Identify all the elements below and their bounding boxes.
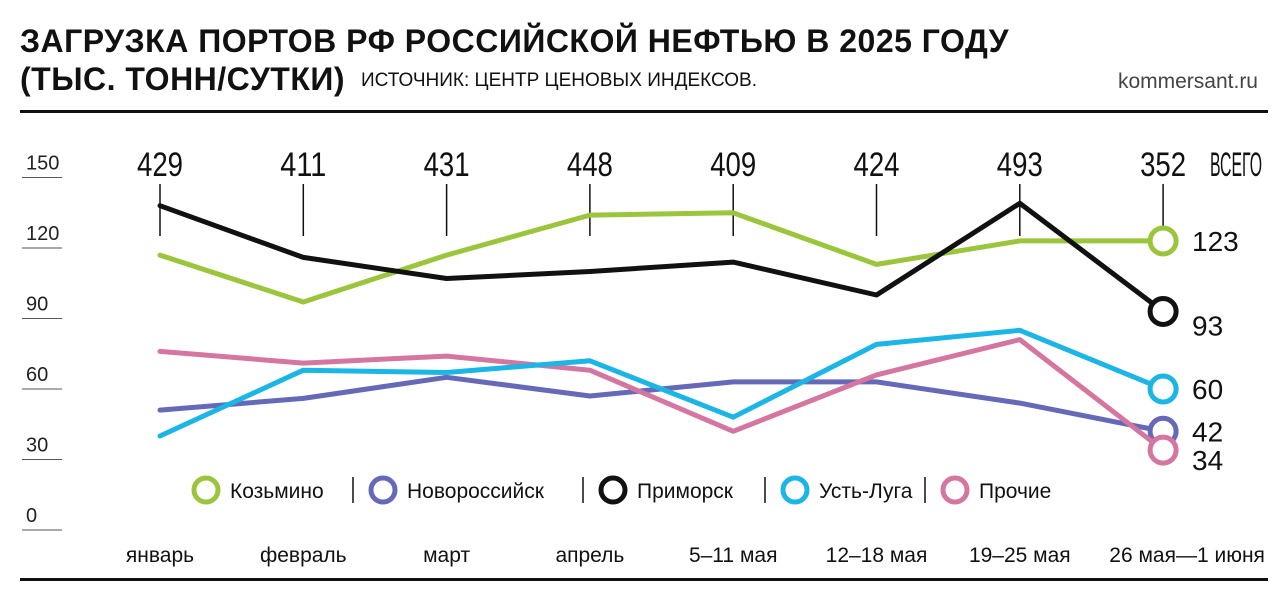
title-units: (ТЫС. ТОНН/СУТКИ) xyxy=(20,61,345,97)
total-value: 411 xyxy=(280,146,326,184)
totals-row: 429 411 431 448 409 424 493 352 ВСЕГО xyxy=(137,146,1262,236)
legend-label: Прочие xyxy=(979,480,1051,503)
total-value: 352 xyxy=(1140,146,1186,184)
series-line-3 xyxy=(157,327,1166,439)
total-value: 409 xyxy=(710,146,756,184)
title-line-2: (ТЫС. ТОНН/СУТКИ) ИСТОЧНИК: ЦЕНТР ЦЕНОВЫХ… xyxy=(20,60,1009,104)
brand-link[interactable]: kommersant.ru xyxy=(1117,70,1258,93)
y-tick-label: 150 xyxy=(26,153,59,175)
x-tick-label: 19–25 мая xyxy=(969,544,1071,567)
series-end-label: 123 xyxy=(1192,226,1239,257)
series-lines xyxy=(157,200,1179,466)
y-tick-label: 0 xyxy=(26,505,37,527)
total-value: 431 xyxy=(424,146,470,184)
x-tick-label: апрель xyxy=(555,544,624,567)
total-value: 424 xyxy=(854,146,900,184)
title-line-1: ЗАГРУЗКА ПОРТОВ РФ РОССИЙСКОЙ НЕФТЬЮ В 2… xyxy=(20,23,1010,59)
legend: Козьмино Новороссийск Приморск Усть-Луга Про… xyxy=(191,475,1051,505)
y-tick-label: 30 xyxy=(26,435,48,457)
y-tick-label: 90 xyxy=(26,294,48,316)
end-labels: 123 42 93 60 34 xyxy=(1192,226,1239,476)
source-note: ИСТОЧНИК: ЦЕНТР ЦЕНОВЫХ ИНДЕКСОВ. xyxy=(361,70,758,91)
top-rule xyxy=(20,110,1268,113)
x-tick-label: 26 мая—1 июня xyxy=(1109,544,1265,567)
series-line-4 xyxy=(157,337,1166,453)
series-line-2 xyxy=(157,200,1166,314)
series-line-1 xyxy=(157,374,1166,434)
x-tick-label: март xyxy=(423,544,470,567)
x-tick-label: февраль xyxy=(260,544,347,567)
legend-swatch xyxy=(940,475,970,505)
series-line-0 xyxy=(157,210,1166,305)
y-tick-label: 60 xyxy=(26,364,48,386)
x-tick-label: январь xyxy=(126,544,194,567)
y-tick-label: 120 xyxy=(26,223,59,245)
legend-label: Усть-Луга xyxy=(819,480,913,503)
total-value: 448 xyxy=(567,146,613,184)
y-axis: 0 30 60 90 120 150 xyxy=(22,153,62,531)
legend-swatch xyxy=(368,475,398,505)
series-end-label: 60 xyxy=(1192,374,1223,405)
series-end-marker xyxy=(1147,373,1179,405)
series-end-label: 34 xyxy=(1192,445,1223,476)
chart-title: ЗАГРУЗКА ПОРТОВ РФ РОССИЙСКОЙ НЕФТЬЮ В 2… xyxy=(20,22,1009,104)
bottom-rule xyxy=(20,578,1268,581)
series-end-marker xyxy=(1147,295,1179,327)
legend-label: Приморск xyxy=(637,480,734,503)
total-value: 493 xyxy=(997,146,1043,184)
series-end-marker xyxy=(1147,434,1179,466)
x-tick-label: 5–11 мая xyxy=(689,544,777,567)
legend-swatch xyxy=(191,475,221,505)
legend-label: Новороссийск xyxy=(407,480,545,503)
series-end-label: 93 xyxy=(1192,310,1223,341)
x-axis: январь февраль март апрель 5–11 мая 12–18 мая… xyxy=(126,544,1265,567)
legend-label: Козьмино xyxy=(230,480,324,503)
series-end-marker xyxy=(1147,225,1179,257)
series-end-label: 42 xyxy=(1192,416,1223,447)
legend-swatch xyxy=(780,475,810,505)
total-value: 429 xyxy=(137,146,183,184)
totals-label: ВСЕГО xyxy=(1210,146,1262,184)
x-tick-label: 12–18 мая xyxy=(826,544,928,567)
legend-swatch xyxy=(598,475,628,505)
